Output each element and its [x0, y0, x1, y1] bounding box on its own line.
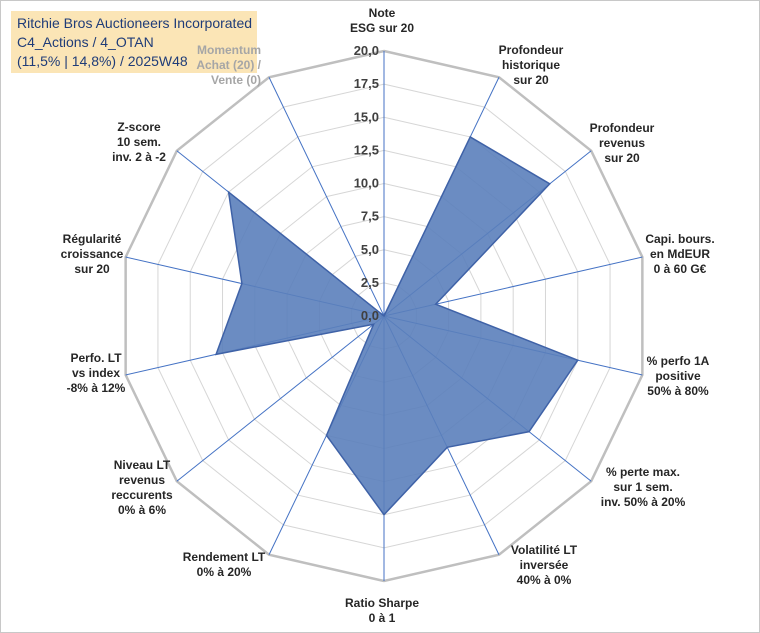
axis-label-volatilite: Volatilité LT inversée 40% à 0%: [510, 543, 578, 587]
radial-tick-label: 15,0: [354, 109, 379, 124]
radial-tick-label: 17,5: [354, 76, 379, 91]
chart-title-line-3: (11,5% | 14,8%) / 2025W48: [17, 53, 188, 69]
chart-title-line-1: Ritchie Bros Auctioneers Incorporated: [17, 15, 253, 31]
chart-title-box: Ritchie Bros Auctioneers Incorporated C4…: [11, 11, 257, 73]
radial-tick-label: 20,0: [354, 43, 379, 58]
axis-label-perfo-1a: % perfo 1A positive 50% à 80%: [646, 354, 710, 398]
chart-title-line-2: C4_Actions / 4_OTAN: [17, 34, 154, 50]
axis-label-perte-max: % perte max. sur 1 sem. inv. 50% à 20%: [600, 465, 686, 509]
axis-label-regularite: Régularité croissance sur 20: [60, 232, 124, 276]
axis-label-momentum: Momentum Achat (20) / Vente (0): [196, 43, 261, 87]
axis-label-esg: Note ESG sur 20: [349, 6, 415, 35]
axis-label-capi-boursiere: Capi. bours. en MdEUR 0 à 60 G€: [645, 232, 715, 276]
axis-spoke-9: [176, 315, 385, 482]
axis-label-profondeur-revenus: Profondeur revenus sur 20: [589, 121, 655, 165]
radial-tick-label: 7,5: [361, 209, 379, 224]
radial-tick-label: 5,0: [361, 242, 379, 257]
axis-label-niveau-revenus: Niveau LT revenus reccurents 0% à 6%: [111, 458, 173, 517]
radial-tick-label: 2,5: [361, 275, 379, 290]
axis-label-z-score: Z-score 10 sem. inv. 2 à -2: [112, 120, 166, 164]
radial-tick-label: 12,5: [354, 142, 379, 157]
radial-tick-label: 10,0: [354, 176, 379, 191]
radial-tick-label: 0,0: [361, 308, 379, 323]
data-series-area: [214, 135, 579, 516]
axis-label-ratio-sharpe: Ratio Sharpe 0 à 1: [344, 596, 419, 625]
axis-label-profondeur-historique: Profondeur historique sur 20: [498, 43, 564, 87]
axis-spoke-13: [268, 77, 385, 317]
axis-label-perfo-lt: Perfo. LT vs index -8% à 12%: [66, 351, 126, 395]
axis-label-rendement-lt: Rendement LT 0% à 20%: [182, 550, 266, 579]
